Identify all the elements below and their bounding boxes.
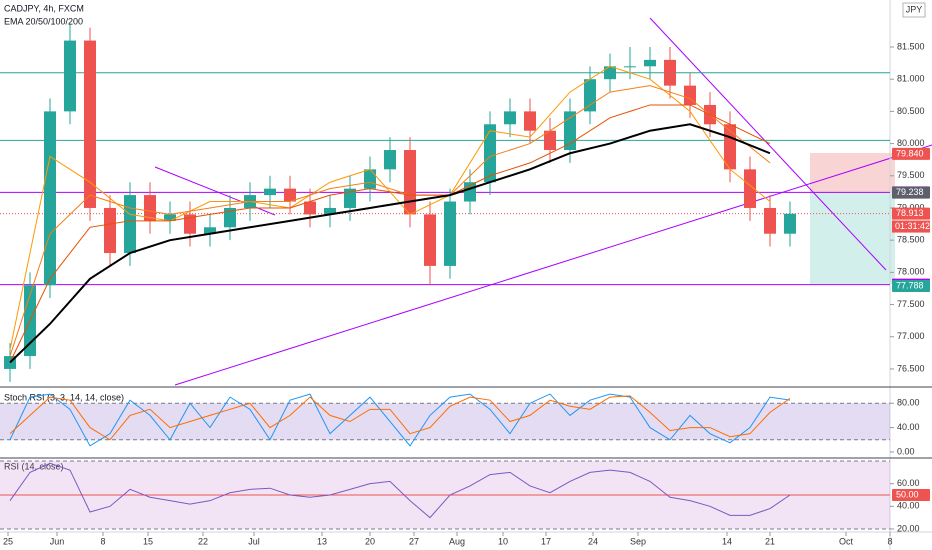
x-tick-label: 14 bbox=[722, 536, 732, 546]
countdown-tag bbox=[892, 220, 930, 233]
candle-body bbox=[524, 111, 536, 131]
candle-body bbox=[324, 207, 336, 215]
target-zone bbox=[810, 192, 895, 284]
indicator-label: EMA 20/50/100/200 bbox=[4, 16, 83, 26]
candle-body bbox=[444, 201, 456, 266]
price-tag bbox=[892, 207, 930, 220]
x-tick-label: Aug bbox=[449, 536, 465, 546]
candle-body bbox=[624, 66, 636, 68]
x-tick-label: Jul bbox=[248, 536, 260, 546]
x-tick-label: 15 bbox=[143, 536, 153, 546]
candle-body bbox=[424, 214, 436, 266]
candle-body bbox=[284, 188, 296, 202]
candle-body bbox=[344, 188, 356, 208]
price-tag-label: 77.788 bbox=[896, 280, 924, 290]
candle-body bbox=[664, 59, 676, 86]
x-tick-label: 8 bbox=[100, 536, 105, 546]
candle-body bbox=[224, 207, 236, 228]
candle-body bbox=[544, 130, 556, 151]
trend-line bbox=[649, 17, 887, 271]
price-tag bbox=[892, 147, 930, 160]
x-tick-label: Oct bbox=[839, 536, 854, 546]
y-tick-label: 79.000 bbox=[897, 202, 925, 212]
y-tick-label: 40.00 bbox=[897, 501, 920, 511]
candle-body bbox=[164, 214, 176, 221]
x-tick-label: 22 bbox=[198, 536, 208, 546]
candle-body bbox=[484, 124, 496, 183]
ema-line bbox=[9, 123, 771, 364]
y-tick-label: 78.000 bbox=[897, 267, 925, 277]
candle-body bbox=[124, 195, 136, 254]
x-tick-label: Jun bbox=[50, 536, 65, 546]
candle-body bbox=[564, 111, 576, 151]
x-tick-label: 25 bbox=[3, 536, 13, 546]
candle-body bbox=[644, 59, 656, 67]
candle-body bbox=[44, 111, 56, 286]
price-tag bbox=[892, 186, 930, 199]
candle-body bbox=[264, 188, 276, 196]
y-tick-label: 60.00 bbox=[897, 478, 920, 488]
candle-body bbox=[384, 150, 396, 170]
x-tick-label: 17 bbox=[541, 536, 551, 546]
indicator-line bbox=[9, 462, 791, 519]
x-tick-label: Sep bbox=[630, 536, 646, 546]
candle-body bbox=[604, 66, 616, 80]
x-tick-label: 24 bbox=[588, 536, 598, 546]
y-tick-label: 40.00 bbox=[897, 422, 920, 432]
y-tick-label: 76.500 bbox=[897, 363, 925, 373]
pane-title: RSI (14, close) bbox=[4, 461, 64, 471]
chart-title: CADJPY, 4h, FXCM bbox=[4, 3, 84, 13]
y-tick-label: 20.00 bbox=[897, 523, 920, 533]
candle-body bbox=[784, 213, 796, 234]
candle-body bbox=[184, 214, 196, 234]
x-tick-label: 8 bbox=[887, 536, 892, 546]
x-tick-label: 20 bbox=[365, 536, 375, 546]
candle-body bbox=[584, 79, 596, 112]
candle-body bbox=[64, 40, 76, 112]
x-tick-label: 21 bbox=[765, 536, 775, 546]
currency-box[interactable] bbox=[902, 2, 926, 18]
stop-zone bbox=[810, 153, 895, 192]
price-tag bbox=[892, 280, 930, 293]
candle-body bbox=[304, 201, 316, 215]
indicator-line bbox=[9, 395, 791, 441]
y-tick-label: 78.500 bbox=[897, 235, 925, 245]
candle-body bbox=[684, 85, 696, 105]
countdown: 01:31:42 bbox=[895, 221, 930, 231]
y-tick-label: 79.500 bbox=[897, 170, 925, 180]
candle-body bbox=[764, 207, 776, 234]
candle-body bbox=[204, 227, 216, 234]
y-tick-label: 80.500 bbox=[897, 106, 925, 116]
price-tag-label: 78.913 bbox=[896, 208, 924, 218]
x-tick-label: 10 bbox=[498, 536, 508, 546]
candle-body bbox=[744, 169, 756, 208]
price-tag-label: 79.238 bbox=[896, 187, 924, 197]
y-tick-label: 81.000 bbox=[897, 74, 925, 84]
x-tick-label: 13 bbox=[317, 536, 327, 546]
candle-body bbox=[504, 111, 516, 125]
y-tick-label: 77.000 bbox=[897, 331, 925, 341]
candle-body bbox=[404, 150, 416, 215]
y-tick-label: 81.500 bbox=[897, 41, 925, 51]
ema-line bbox=[9, 104, 771, 363]
y-tick-label: 0.00 bbox=[897, 446, 915, 456]
ema-line bbox=[9, 85, 771, 357]
candle-body bbox=[84, 40, 96, 208]
price-tag bbox=[892, 489, 930, 501]
band-fill bbox=[0, 403, 890, 440]
candle-body bbox=[144, 195, 156, 221]
currency: JPY bbox=[906, 4, 923, 14]
trend-line bbox=[174, 144, 932, 386]
candle-body bbox=[104, 207, 116, 254]
y-tick-label: 80.00 bbox=[897, 398, 920, 408]
price-tag-label: 79.840 bbox=[896, 148, 924, 158]
pane-title: Stoch RSI (3, 3, 14, 14, close) bbox=[4, 392, 124, 402]
y-tick-label: 77.500 bbox=[897, 299, 925, 309]
candle-body bbox=[364, 169, 376, 189]
y-tick-label: 80.000 bbox=[897, 138, 925, 148]
x-tick-label: 27 bbox=[409, 536, 419, 546]
indicator-line bbox=[9, 393, 791, 447]
price-tag-label: 50.00 bbox=[896, 489, 919, 499]
